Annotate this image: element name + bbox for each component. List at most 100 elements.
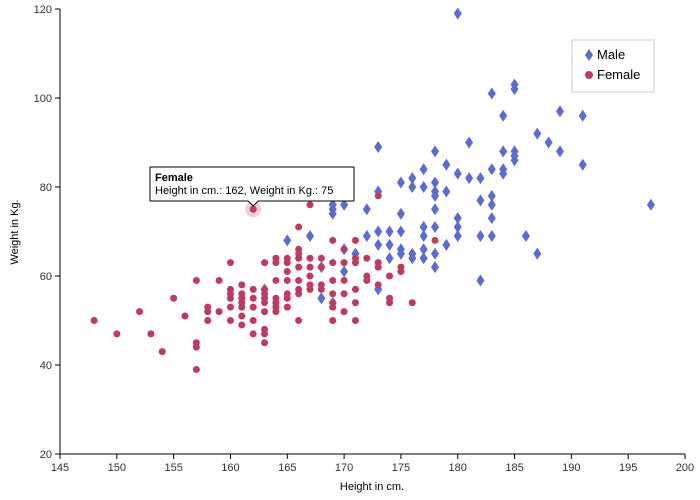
male-data-point[interactable] — [533, 127, 542, 140]
female-data-point[interactable] — [340, 259, 348, 267]
female-data-point[interactable] — [249, 303, 257, 311]
female-data-point[interactable] — [306, 201, 314, 209]
male-data-point[interactable] — [465, 136, 474, 149]
male-data-point[interactable] — [510, 154, 519, 167]
female-data-point[interactable] — [249, 317, 257, 324]
male-data-point[interactable] — [453, 212, 462, 225]
legend-item-male[interactable]: Male — [585, 47, 625, 62]
female-data-point[interactable] — [272, 259, 280, 267]
female-data-point[interactable] — [226, 317, 234, 324]
male-data-point[interactable] — [419, 181, 428, 193]
female-data-point[interactable] — [386, 299, 394, 307]
male-data-point[interactable] — [646, 198, 655, 211]
male-data-point[interactable] — [340, 265, 349, 278]
female-data-point[interactable] — [261, 339, 269, 347]
female-data-point[interactable] — [261, 259, 269, 267]
male-data-point[interactable] — [431, 176, 439, 189]
female-data-point[interactable] — [249, 294, 257, 302]
male-data-point[interactable] — [431, 221, 439, 234]
male-data-point[interactable] — [487, 229, 496, 242]
female-data-point[interactable] — [249, 205, 257, 213]
female-data-point[interactable] — [306, 254, 314, 262]
female-data-point[interactable] — [272, 308, 280, 316]
female-data-point[interactable] — [238, 281, 246, 289]
male-data-point[interactable] — [408, 172, 417, 185]
female-data-point[interactable] — [261, 299, 269, 307]
male-data-point[interactable] — [396, 225, 405, 238]
female-data-point[interactable] — [238, 303, 246, 311]
male-data-point[interactable] — [362, 203, 371, 216]
female-data-point[interactable] — [295, 290, 303, 298]
female-data-point[interactable] — [136, 308, 144, 316]
female-data-point[interactable] — [204, 317, 212, 324]
female-data-point[interactable] — [351, 259, 359, 267]
male-data-point[interactable] — [431, 189, 439, 202]
male-data-point[interactable] — [306, 229, 314, 242]
female-data-point[interactable] — [238, 321, 246, 329]
legend[interactable]: Male Female — [571, 39, 655, 93]
male-data-point[interactable] — [328, 198, 337, 211]
female-data-point[interactable] — [317, 285, 325, 293]
female-data-point[interactable] — [283, 276, 291, 284]
male-data-point[interactable] — [487, 198, 496, 211]
legend-item-female[interactable]: Female — [585, 67, 640, 82]
female-data-point[interactable] — [283, 268, 291, 276]
female-data-point[interactable] — [351, 236, 359, 244]
male-data-point[interactable] — [556, 145, 564, 158]
female-data-point[interactable] — [397, 268, 405, 276]
female-data-point[interactable] — [295, 276, 303, 284]
female-data-point[interactable] — [192, 276, 200, 284]
female-data-point[interactable] — [363, 254, 371, 262]
female-data-point[interactable] — [226, 259, 234, 267]
female-data-point[interactable] — [170, 294, 178, 302]
male-data-point[interactable] — [431, 261, 439, 274]
male-data-point[interactable] — [476, 194, 485, 207]
female-data-point[interactable] — [283, 259, 291, 267]
male-data-point[interactable] — [340, 198, 349, 211]
male-data-point[interactable] — [476, 274, 485, 287]
male-data-point[interactable] — [556, 105, 564, 118]
female-data-point[interactable] — [329, 317, 337, 324]
male-data-point[interactable] — [487, 163, 496, 176]
female-data-point[interactable] — [295, 223, 303, 231]
male-data-point[interactable] — [328, 207, 337, 220]
female-data-point[interactable] — [374, 192, 382, 200]
male-data-point[interactable] — [385, 225, 394, 238]
male-data-point[interactable] — [374, 140, 383, 153]
female-data-point[interactable] — [340, 290, 348, 298]
female-data-point[interactable] — [226, 303, 234, 311]
female-data-point[interactable] — [351, 285, 359, 293]
male-data-point[interactable] — [442, 238, 451, 251]
male-data-point[interactable] — [521, 229, 530, 242]
male-data-point[interactable] — [453, 221, 462, 234]
male-data-point[interactable] — [476, 229, 485, 242]
female-data-point[interactable] — [351, 317, 359, 324]
female-data-point[interactable] — [306, 272, 314, 280]
female-data-point[interactable] — [181, 312, 189, 320]
female-data-point[interactable] — [272, 276, 280, 284]
female-data-point[interactable] — [261, 308, 269, 316]
male-data-point[interactable] — [442, 185, 451, 198]
male-data-point[interactable] — [453, 7, 462, 20]
male-data-point[interactable] — [362, 229, 371, 242]
male-data-point[interactable] — [510, 83, 519, 96]
male-data-point[interactable] — [283, 234, 292, 247]
male-data-point[interactable] — [499, 145, 508, 158]
male-data-point[interactable] — [419, 229, 428, 242]
male-data-point[interactable] — [442, 158, 451, 171]
male-data-point[interactable] — [419, 252, 428, 265]
male-data-point[interactable] — [431, 247, 439, 260]
male-data-point[interactable] — [396, 176, 405, 189]
male-data-point[interactable] — [374, 225, 383, 238]
male-data-point[interactable] — [374, 238, 383, 251]
female-data-point[interactable] — [340, 245, 348, 253]
female-data-point[interactable] — [90, 317, 98, 324]
male-data-point[interactable] — [431, 203, 439, 216]
female-data-point[interactable] — [192, 343, 200, 351]
male-data-point[interactable] — [487, 87, 496, 100]
male-data-point[interactable] — [419, 221, 428, 234]
female-data-point[interactable] — [283, 294, 291, 302]
female-data-point[interactable] — [306, 285, 314, 293]
male-data-point[interactable] — [465, 172, 474, 185]
female-data-point[interactable] — [215, 276, 223, 284]
